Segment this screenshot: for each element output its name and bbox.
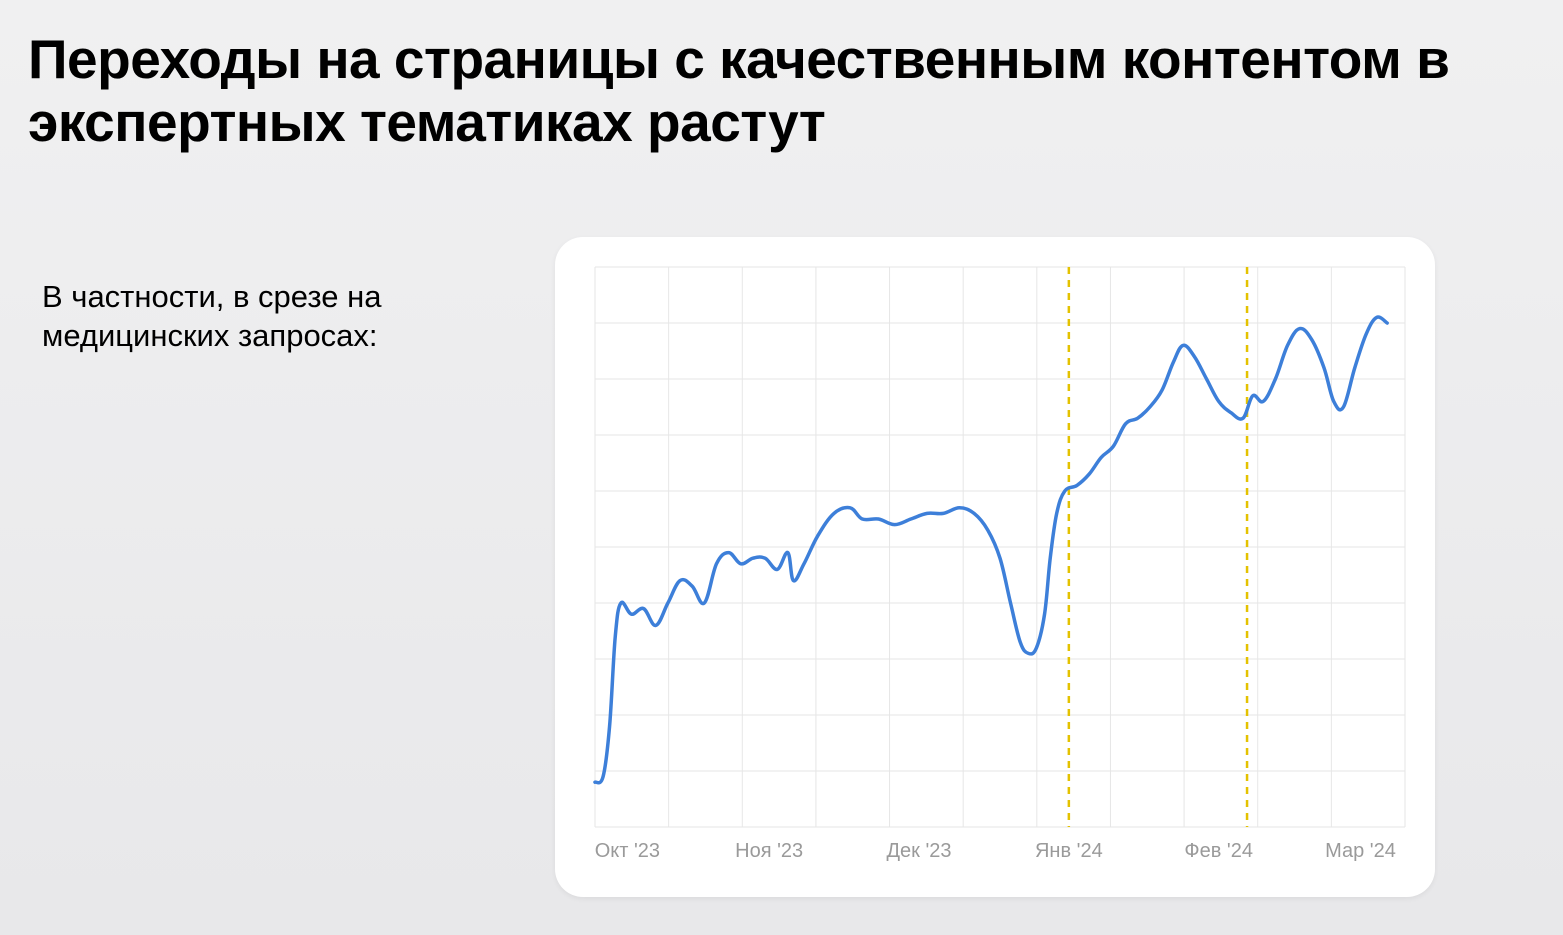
chart-x-labels: Окт '23 Ноя '23 Дек '23 Янв '24 Фев '24 Мар '… — [595, 840, 1396, 862]
x-axis-label: Дек '23 — [886, 840, 951, 862]
x-axis-label: Ноя '23 — [735, 840, 803, 862]
chart-card: Окт '23 Ноя '23 Дек '23 Янв '24 Фев '24 Мар '… — [555, 237, 1435, 897]
line-chart: Окт '23 Ноя '23 Дек '23 Янв '24 Фев '24 Мар '… — [555, 237, 1435, 897]
x-axis-label: Окт '23 — [595, 840, 660, 862]
x-axis-label: Мар '24 — [1325, 840, 1396, 862]
slide-subtitle: В частности, в срезе на медицинских запр… — [42, 278, 522, 356]
chart-series-line — [595, 317, 1387, 783]
x-axis-label: Фев '24 — [1184, 840, 1253, 862]
slide: Переходы на страницы с качественным конт… — [0, 0, 1563, 935]
slide-title: Переходы на страницы с качественным конт… — [28, 28, 1535, 155]
x-axis-label: Янв '24 — [1035, 840, 1103, 862]
